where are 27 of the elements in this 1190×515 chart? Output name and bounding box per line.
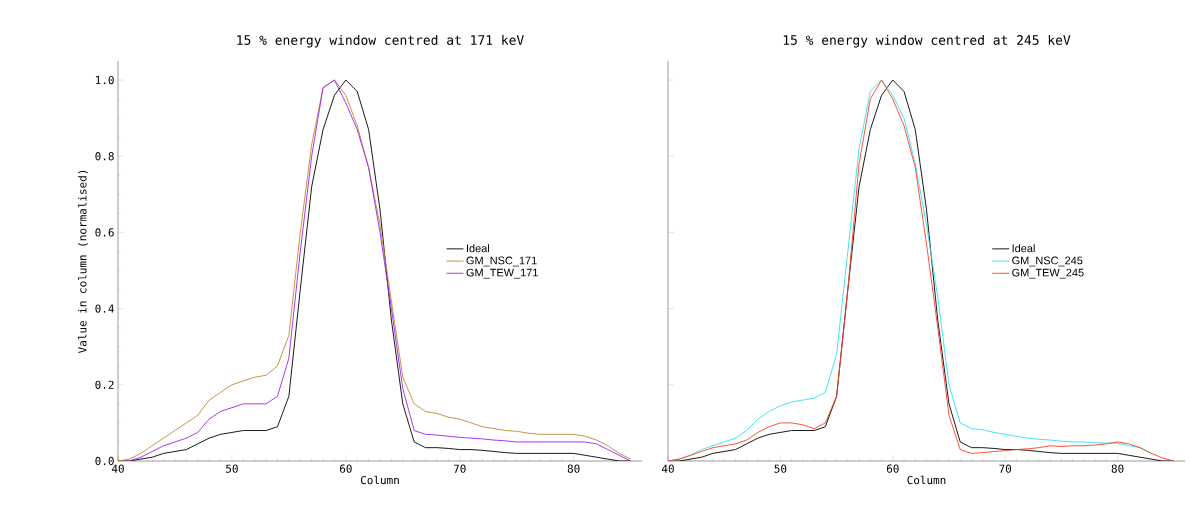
x-tick-label: 40 xyxy=(661,464,674,473)
legend-label: GM_TEW_171 xyxy=(466,268,538,279)
y-tick-label: 0.0 xyxy=(95,456,114,466)
chart-title: 15 % energy window centred at 171 keV xyxy=(237,34,524,48)
x-tick-label: 50 xyxy=(226,464,238,473)
legend-label: GM_NSC_171 xyxy=(466,256,537,267)
legend-label: GM_NSC_245 xyxy=(1012,256,1083,267)
x-tick-label: 80 xyxy=(567,464,580,473)
y-tick-label: 0.6 xyxy=(95,228,114,237)
y-tick-label: 0.8 xyxy=(95,152,114,161)
chart-title: 15 % energy window centred at 245 keV xyxy=(783,34,1071,48)
x-tick-label: 80 xyxy=(1111,464,1124,473)
x-tick-label: 40 xyxy=(111,464,124,473)
legend-label: GM_TEW_245 xyxy=(1012,268,1084,279)
y-axis-title: Value in column (normalised) xyxy=(78,170,88,354)
y-tick-label: 0.4 xyxy=(95,304,114,313)
legend-label: Ideal xyxy=(1012,244,1035,253)
x-tick-label: 50 xyxy=(774,464,787,473)
x-tick-label: 70 xyxy=(999,464,1012,473)
x-tick-label: 60 xyxy=(886,464,899,473)
y-tick-label: 1.0 xyxy=(96,75,114,85)
x-axis-title: Column xyxy=(360,475,399,485)
x-axis-title: Column xyxy=(907,475,946,485)
x-tick-label: 70 xyxy=(453,464,466,473)
x-tick-label: 60 xyxy=(339,464,352,473)
y-tick-label: 0.2 xyxy=(95,380,114,389)
legend-label: Ideal xyxy=(466,244,489,253)
